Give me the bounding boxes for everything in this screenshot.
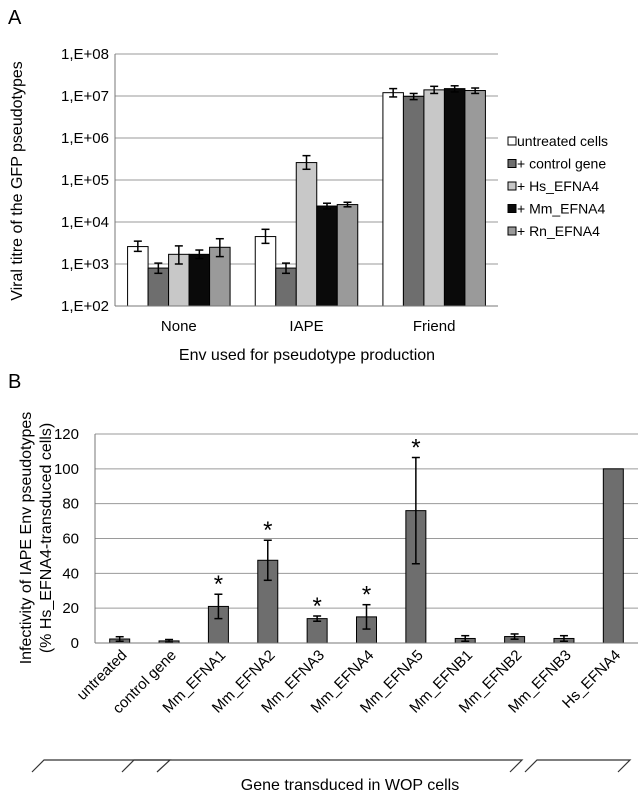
panel-b-y-axis-title-line2: (% Hs_EFNA4-transduced cells) [38, 423, 55, 653]
panel-b-significance-star: * [312, 593, 321, 620]
panel-a-letter: A [8, 7, 22, 29]
panel-b-y-tick-label: 40 [62, 565, 79, 582]
panel-b-y-tick-label: 120 [54, 426, 79, 443]
panel-a-bar [443, 88, 466, 307]
panel-a-bar [127, 246, 149, 307]
legend-swatch [507, 136, 517, 146]
panel-a-y-tick-label: 1,E+04 [61, 214, 109, 231]
panel-b-bars [109, 468, 624, 644]
legend-label: + Mm_EFNA4 [517, 201, 606, 217]
panel-b-y-tick-label: 80 [62, 496, 79, 513]
legend-swatch [507, 181, 517, 191]
legend-swatch [507, 226, 517, 236]
legend-label: + control gene [517, 156, 606, 172]
panel-b-letter: B [8, 371, 21, 393]
legend-swatch [507, 159, 517, 168]
panel-b-y-tick-labels: 0 20 40 60 80 100 120 [54, 426, 79, 652]
panel-b-error-bars [115, 456, 568, 644]
panel-b-y-tick-label: 60 [62, 531, 79, 548]
panel-b-significance-marks: * * * * * [214, 435, 421, 620]
panel-b-group-brackets [31, 759, 632, 773]
panel-a-category-label: IAPE [289, 318, 323, 335]
panel-b-y-tick-label: 100 [54, 461, 79, 478]
panel-a-bars [127, 88, 486, 307]
panel-a-category-label: Friend [413, 318, 456, 335]
panel-a-y-tick-label: 1,E+03 [61, 256, 109, 273]
panel-a-bar [423, 89, 445, 307]
legend-label: untreated cells [517, 133, 608, 149]
panel-b-significance-star: * [362, 582, 371, 609]
panel-b-significance-star: * [411, 435, 420, 462]
panel-a-error-bars [133, 85, 480, 275]
panel-a-y-tick-label: 1,E+06 [61, 130, 109, 147]
panel-a-y-tick-label: 1,E+05 [61, 172, 109, 189]
panel-a-y-tick-label: 1,E+07 [61, 88, 109, 105]
bracket-untreated-control [31, 759, 172, 773]
panel-b-y-axis-title-line1: Infectivity of IAPE Env pseudotypes [18, 412, 35, 665]
panel-b: B 0 20 40 60 80 100 120 * * * * * untreatedcontrol… [8, 371, 638, 794]
panel-a-bar [295, 162, 318, 307]
panel-a-y-axis-title: Viral titre of the GFP pseudotypes [9, 61, 26, 301]
panel-a-y-tick-label: 1,E+08 [61, 46, 109, 63]
panel-b-bar [306, 618, 328, 644]
panel-b-bar [602, 468, 624, 644]
panel-a-bar [382, 92, 404, 307]
panel-a-bar [336, 204, 359, 307]
panel-b-x-axis-title: Gene transduced in WOP cells [241, 777, 459, 794]
panel-a: A 1,E+021,E+031,E+041,E+051,E+061,E+071,… [8, 7, 608, 364]
panel-a-bar [316, 205, 338, 307]
panel-a-bar [402, 95, 425, 307]
panel-a-category-labels: None IAPE Friend [161, 318, 456, 335]
legend-label: + Rn_EFNA4 [517, 223, 600, 239]
panel-b-y-tick-label: 0 [71, 635, 79, 652]
panel-a-y-tick-labels: 1,E+02 1,E+03 1,E+04 1,E+05 1,E+06 1,E+07 1,E+… [61, 46, 109, 315]
panel-a-y-tick-label: 1,E+02 [61, 298, 109, 315]
panel-b-significance-star: * [214, 571, 223, 598]
legend-label: + Hs_EFNA4 [517, 178, 599, 194]
panel-a-category-label: None [161, 318, 197, 335]
panel-b-significance-star: * [263, 517, 272, 544]
panel-a-bar [188, 253, 211, 307]
panel-a-x-axis-title: Env used for pseudotype production [179, 347, 435, 364]
panel-b-y-tick-label: 20 [62, 600, 79, 617]
bracket-human-efna4 [524, 759, 632, 773]
panel-a-bar [464, 90, 486, 307]
panel-a-legend: untreated cells + control gene + Hs_EFNA4 +… [507, 133, 608, 239]
legend-swatch [507, 204, 517, 213]
bracket-mouse-ephrins [121, 759, 524, 773]
panel-a-bar [254, 236, 277, 307]
